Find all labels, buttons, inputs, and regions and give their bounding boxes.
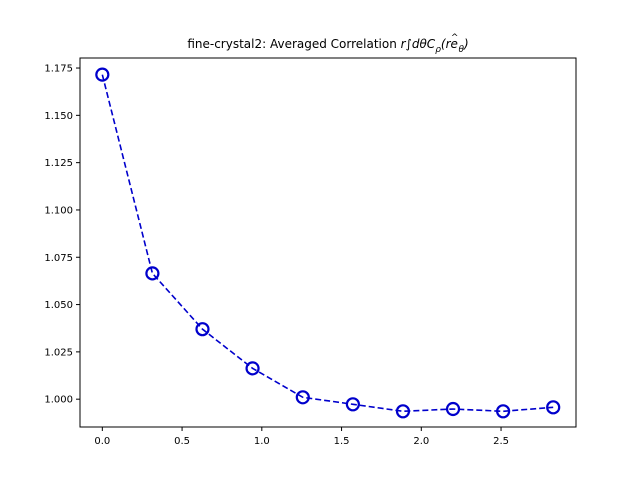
y-tick-label: 1.150	[44, 111, 73, 122]
data-point	[445, 401, 461, 417]
data-point	[145, 266, 160, 281]
data-point	[496, 404, 511, 419]
x-tick-label: 2.5	[493, 436, 509, 447]
plot-area	[95, 67, 561, 419]
plot-frame	[79, 57, 577, 428]
x-tick-label: 1.0	[254, 436, 270, 447]
y-tick-label: 1.075	[44, 253, 73, 264]
chart-title-math-arg-open: (r	[441, 37, 452, 51]
chart-title-math-arg-close: )	[463, 37, 469, 51]
x-tick-label: 2.0	[413, 436, 429, 447]
x-tick-label: 0.0	[94, 436, 110, 447]
y-tick-label: 1.125	[44, 158, 73, 169]
y-tick-label: 1.025	[44, 347, 73, 358]
chart-title-math: r∫dθC	[401, 37, 436, 51]
data-point	[245, 361, 260, 376]
data-point	[546, 400, 561, 415]
chart-title-math-vec: e	[451, 37, 458, 51]
y-tick-label: 1.100	[44, 205, 73, 216]
chart-title-math-sub: ρ	[435, 45, 441, 55]
y-tick-label: 1.000	[44, 395, 73, 406]
data-point	[195, 322, 210, 337]
axes: 0.0 0.5 1.0 1.5 2.0 2.5 1.000 1.025 1.050 1.075 1.…	[44, 64, 509, 447]
data-point	[345, 397, 360, 412]
data-point	[395, 404, 411, 419]
y-tick-label: 1.050	[44, 300, 73, 311]
y-tick-label: 1.175	[44, 64, 73, 75]
chart-title-math-vec-sub: θ	[458, 45, 464, 55]
series-line	[101, 74, 554, 413]
chart-title: fine-crystal2: Averaged Correlation r∫dθ…	[187, 33, 468, 55]
chart-title-prefix: fine-crystal2: Averaged Correlation	[187, 37, 400, 51]
x-tick-label: 1.5	[334, 436, 350, 447]
x-tick-label: 0.5	[174, 436, 190, 447]
chart-title-math-vec-hat: ^	[451, 33, 459, 43]
data-point	[295, 390, 310, 405]
data-point	[95, 67, 110, 82]
